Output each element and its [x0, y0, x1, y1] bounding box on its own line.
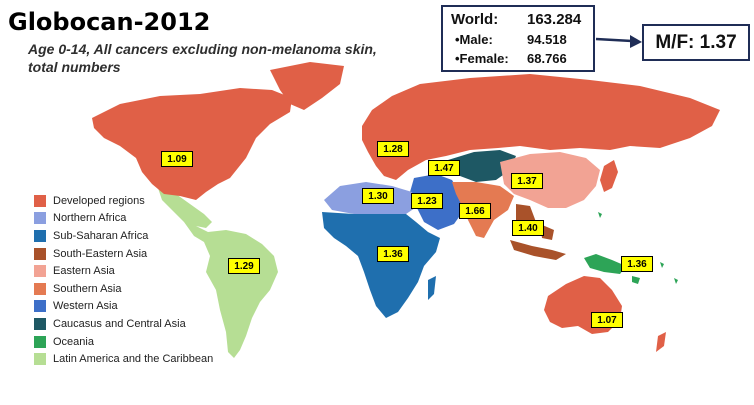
legend-item: Oceania	[34, 333, 213, 351]
ratio-label-central-asia: 1.47	[428, 160, 460, 176]
world-totals-box: World: 163.284 •Male: 94.518 •Female: 68…	[441, 5, 595, 72]
legend-item: Western Asia	[34, 298, 213, 316]
male-label: •Male:	[455, 32, 493, 47]
legend-swatch	[34, 300, 46, 313]
world-value: 163.284	[527, 11, 582, 28]
legend-label: South-Eastern Asia	[53, 247, 148, 260]
region-se-asia	[510, 204, 566, 260]
ratio-label-se-asia: 1.40	[512, 220, 544, 236]
legend-label: Sub-Saharan Africa	[53, 229, 149, 242]
legend-swatch	[34, 194, 46, 207]
ratio-label-sub-saharan-africa: 1.36	[377, 246, 409, 262]
region-oceania	[584, 212, 678, 284]
legend-item: Eastern Asia	[34, 262, 213, 280]
ratio-label-eastern-asia: 1.37	[511, 173, 543, 189]
ratio-arrow-head	[630, 35, 642, 48]
legend-item: Developed regions	[34, 192, 213, 210]
ratio-label-latin-america: 1.29	[228, 258, 260, 274]
legend-item: South-Eastern Asia	[34, 245, 213, 263]
legend-item: Sub-Saharan Africa	[34, 227, 213, 245]
legend-swatch	[34, 317, 46, 330]
ratio-label-australia: 1.07	[591, 312, 623, 328]
mf-ratio-box: M/F: 1.37	[642, 24, 750, 61]
legend-swatch	[34, 282, 46, 295]
male-row: •Male: 94.518	[451, 30, 585, 49]
ratio-label-europe: 1.28	[377, 141, 409, 157]
female-label: •Female:	[455, 51, 509, 66]
legend-item: Latin America and the Caribbean	[34, 350, 213, 368]
map-subtitle: Age 0-14, All cancers excluding non-mela…	[28, 41, 377, 75]
legend-item: Northern Africa	[34, 210, 213, 228]
region-sub-saharan-africa	[322, 212, 440, 318]
legend-swatch	[34, 212, 46, 225]
region-eastern-asia	[500, 152, 600, 208]
ratio-label-north-america: 1.09	[161, 151, 193, 167]
legend-swatch	[34, 265, 46, 278]
region-japan	[600, 160, 618, 192]
legend-label: Oceania	[53, 335, 94, 348]
ratio-label-western-asia: 1.23	[411, 193, 443, 209]
legend-label: Developed regions	[53, 194, 145, 207]
ratio-label-northern-africa: 1.30	[362, 188, 394, 204]
legend-label: Eastern Asia	[53, 265, 115, 278]
legend-label: Western Asia	[53, 300, 118, 313]
legend-swatch	[34, 353, 46, 366]
region-central-asia	[448, 150, 516, 182]
legend-item: Southern Asia	[34, 280, 213, 298]
ratio-label-southern-asia: 1.66	[459, 203, 491, 219]
legend-swatch	[34, 229, 46, 242]
world-label: World:	[451, 11, 499, 28]
legend-swatch	[34, 247, 46, 260]
region-europe-russia	[362, 74, 720, 180]
region-madagascar	[428, 276, 436, 300]
world-total-row: World: 163.284	[451, 10, 585, 30]
ratio-label-oceania: 1.36	[621, 256, 653, 272]
map-legend: Developed regions Northern Africa Sub-Sa…	[34, 192, 213, 368]
ratio-arrow	[595, 37, 633, 43]
legend-swatch	[34, 335, 46, 348]
region-greenland	[270, 62, 344, 110]
region-north-america	[92, 88, 292, 200]
legend-label: Caucasus and Central Asia	[53, 317, 186, 330]
male-value: 94.518	[527, 32, 567, 47]
region-latin-america	[158, 188, 278, 358]
legend-label: Latin America and the Caribbean	[53, 353, 214, 366]
female-row: •Female: 68.766	[451, 49, 585, 68]
region-new-zealand	[656, 332, 666, 352]
map-title: Globocan-2012	[8, 8, 211, 36]
legend-item: Caucasus and Central Asia	[34, 315, 213, 333]
legend-label: Northern Africa	[53, 212, 127, 225]
female-value: 68.766	[527, 51, 567, 66]
legend-label: Southern Asia	[53, 282, 122, 295]
